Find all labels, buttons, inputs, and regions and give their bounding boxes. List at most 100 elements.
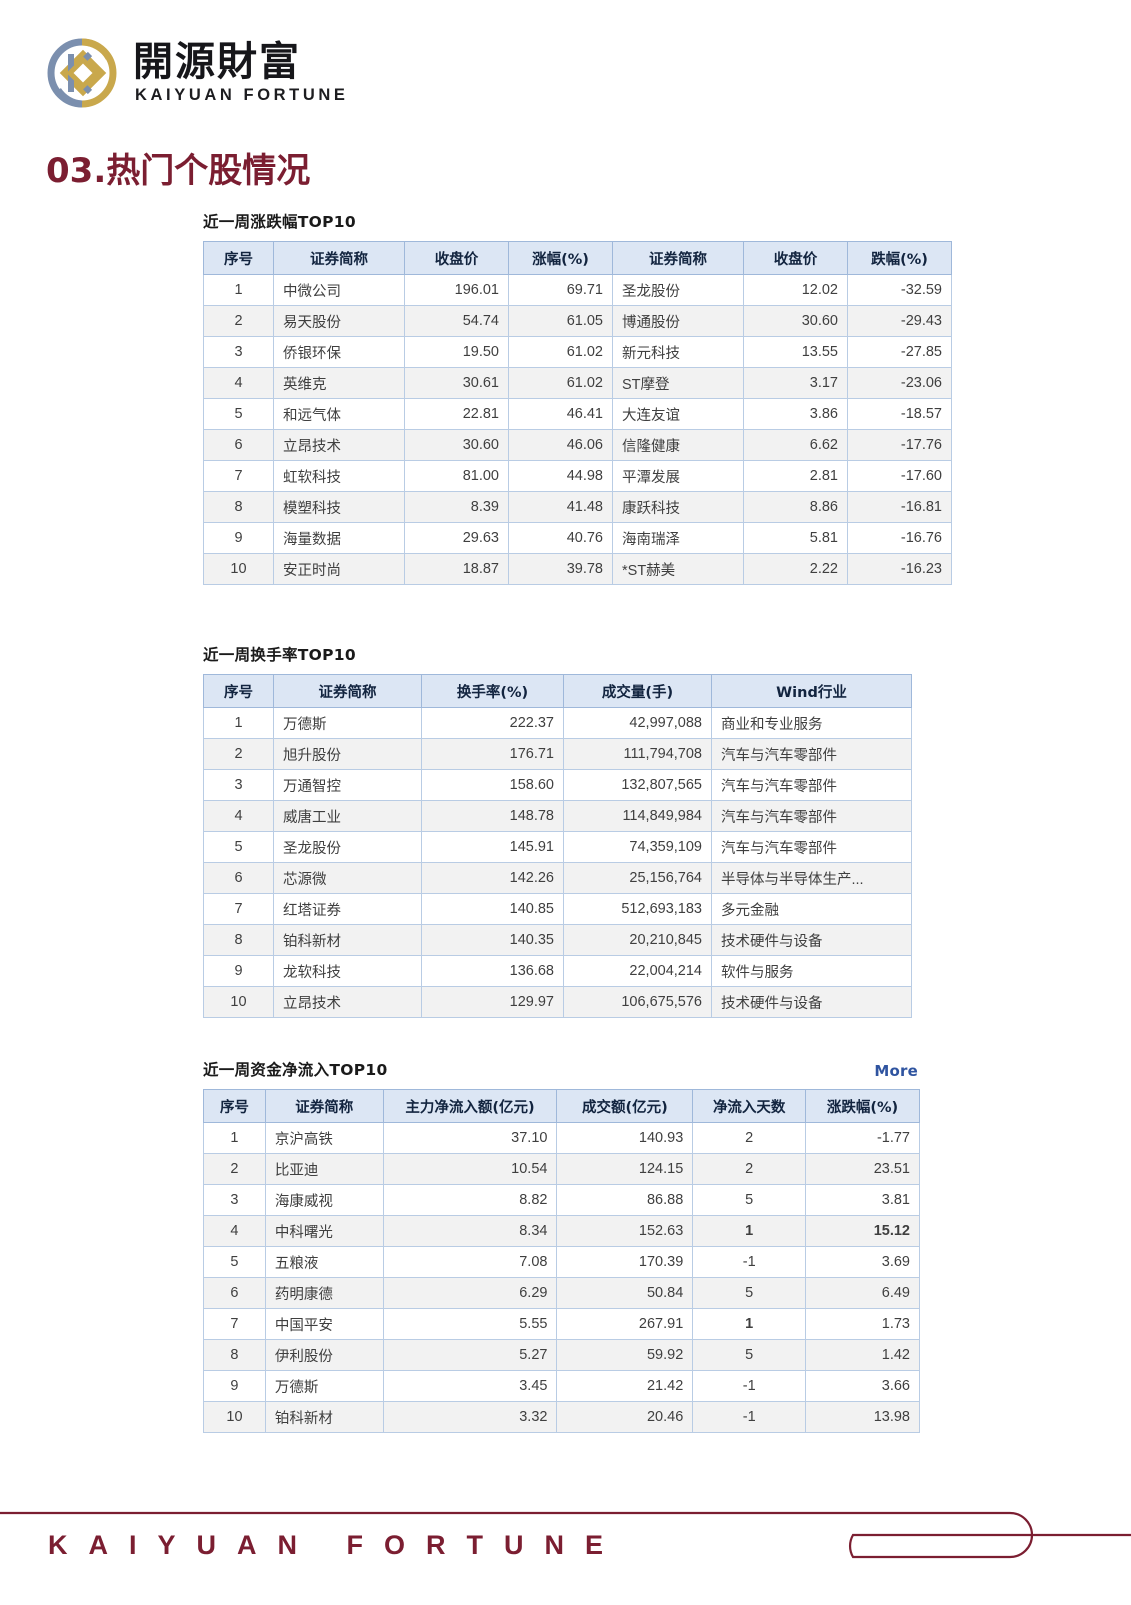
more-link[interactable]: More <box>874 1062 918 1080</box>
cell-r5-c0: 6 <box>203 1277 266 1309</box>
cell-r4-c5: 3.86 <box>743 398 848 430</box>
cell-r2-c4: 汽车与汽车零部件 <box>711 769 912 801</box>
cell-r5-c6: -17.76 <box>847 429 952 461</box>
cell-r5-c3: 46.06 <box>508 429 613 461</box>
cell-r8-c0: 9 <box>203 955 274 987</box>
cell-r2-c0: 3 <box>203 336 274 368</box>
table-row: 5 五粮液 7.08 170.39 -1 3.69 <box>203 1246 920 1278</box>
table-row: 8 伊利股份 5.27 59.92 5 1.42 <box>203 1339 920 1371</box>
column-header-5: 涨跌幅(%) <box>805 1089 920 1123</box>
cell-r7-c3: 59.92 <box>556 1339 694 1371</box>
cell-r5-c4: 5 <box>692 1277 807 1309</box>
cell-r8-c5: 3.66 <box>805 1370 920 1402</box>
cell-r0-c2: 196.01 <box>404 274 509 306</box>
cell-r2-c0: 3 <box>203 1184 266 1216</box>
cell-r0-c1: 京沪高铁 <box>264 1122 384 1154</box>
cell-r4-c6: -18.57 <box>847 398 952 430</box>
cell-r9-c2: 18.87 <box>404 553 509 585</box>
cell-r6-c5: 1.73 <box>805 1308 920 1340</box>
cell-r6-c0: 7 <box>203 460 274 492</box>
cell-r9-c3: 106,675,576 <box>563 986 712 1018</box>
table-row: 6 药明康德 6.29 50.84 5 6.49 <box>203 1277 920 1309</box>
table-row: 2 旭升股份 176.71 111,794,708 汽车与汽车零部件 <box>203 738 912 770</box>
cell-r7-c3: 41.48 <box>508 491 613 523</box>
cell-r9-c5: 2.22 <box>743 553 848 585</box>
column-header-1: 证券简称 <box>264 1089 384 1123</box>
cell-r2-c3: 61.02 <box>508 336 613 368</box>
column-header-0: 序号 <box>203 1089 266 1123</box>
cell-r8-c1: 万德斯 <box>264 1370 384 1402</box>
column-header-1: 证券简称 <box>273 674 422 708</box>
column-header-0: 序号 <box>203 241 274 275</box>
cell-r4-c4: -1 <box>692 1246 807 1278</box>
cell-r4-c1: 和远气体 <box>273 398 405 430</box>
table-row: 10 安正时尚 18.87 39.78 *ST赫美 2.22 -16.23 <box>203 553 952 585</box>
table-row: 8 模塑科技 8.39 41.48 康跃科技 8.86 -16.81 <box>203 491 952 523</box>
cell-r7-c0: 8 <box>203 924 274 956</box>
table-row: 6 立昂技术 30.60 46.06 信隆健康 6.62 -17.76 <box>203 429 952 461</box>
cell-r5-c2: 142.26 <box>421 862 564 894</box>
cell-r5-c2: 6.29 <box>382 1277 558 1309</box>
page-title: 03.热门个股情况 <box>46 151 311 191</box>
cell-r5-c1: 芯源微 <box>273 862 422 894</box>
cell-r3-c2: 30.61 <box>404 367 509 399</box>
cell-r4-c1: 圣龙股份 <box>273 831 422 863</box>
table-row: 6 芯源微 142.26 25,156,764 半导体与半导体生产... <box>203 862 912 894</box>
cell-r7-c6: -16.81 <box>847 491 952 523</box>
cell-r4-c1: 五粮液 <box>264 1246 384 1278</box>
cell-r0-c4: 商业和专业服务 <box>711 707 912 739</box>
cell-r3-c0: 4 <box>203 800 274 832</box>
cell-r7-c2: 5.27 <box>382 1339 558 1371</box>
cell-r0-c2: 37.10 <box>382 1122 558 1154</box>
column-header-6: 跌幅(%) <box>847 241 952 275</box>
cell-r1-c5: 30.60 <box>743 305 848 337</box>
table-net-inflow: 序号 证券简称 主力净流入额(亿元) 成交额(亿元) 净流入天数 涨跌幅(%) 1 京沪高铁… <box>203 1089 920 1433</box>
cell-r6-c4: 平潭发展 <box>612 460 744 492</box>
table-gainers-losers: 序号 证券简称 收盘价 涨幅(%) 证券简称 收盘价 跌幅(%) 1 中微公司 196.01 69… <box>203 241 952 585</box>
column-header-2: 主力净流入额(亿元) <box>382 1089 558 1123</box>
cell-r1-c0: 2 <box>203 305 274 337</box>
table-row: 9 海量数据 29.63 40.76 海南瑞泽 5.81 -16.76 <box>203 522 952 554</box>
cell-r8-c2: 136.68 <box>421 955 564 987</box>
cell-r7-c3: 20,210,845 <box>563 924 712 956</box>
cell-r9-c5: 13.98 <box>805 1401 920 1433</box>
cell-r6-c1: 虹软科技 <box>273 460 405 492</box>
cell-r6-c3: 512,693,183 <box>563 893 712 925</box>
cell-r7-c0: 8 <box>203 491 274 523</box>
cell-r4-c3: 46.41 <box>508 398 613 430</box>
cell-r9-c2: 129.97 <box>421 986 564 1018</box>
cell-r4-c2: 7.08 <box>382 1246 558 1278</box>
cell-r6-c6: -17.60 <box>847 460 952 492</box>
cell-r6-c3: 267.91 <box>556 1308 694 1340</box>
cell-r9-c1: 安正时尚 <box>273 553 405 585</box>
cell-r1-c4: 汽车与汽车零部件 <box>711 738 912 770</box>
cell-r7-c5: 1.42 <box>805 1339 920 1371</box>
cell-r7-c1: 模塑科技 <box>273 491 405 523</box>
cell-r2-c3: 132,807,565 <box>563 769 712 801</box>
table-row: 4 威唐工业 148.78 114,849,984 汽车与汽车零部件 <box>203 800 912 832</box>
cell-r2-c1: 万通智控 <box>273 769 422 801</box>
cell-r0-c6: -32.59 <box>847 274 952 306</box>
footer-wordmark: KAIYUAN FORTUNE <box>48 1530 624 1560</box>
cell-r8-c0: 9 <box>203 1370 266 1402</box>
cell-r6-c1: 中国平安 <box>264 1308 384 1340</box>
table-row: 4 英维克 30.61 61.02 ST摩登 3.17 -23.06 <box>203 367 952 399</box>
cell-r9-c0: 10 <box>203 553 274 585</box>
cell-r4-c3: 74,359,109 <box>563 831 712 863</box>
cell-r8-c4: 海南瑞泽 <box>612 522 744 554</box>
cell-r0-c5: 12.02 <box>743 274 848 306</box>
cell-r7-c1: 铂科新材 <box>273 924 422 956</box>
footer-ribbon-icon <box>0 1511 1131 1559</box>
column-header-2: 换手率(%) <box>421 674 564 708</box>
cell-r2-c2: 19.50 <box>404 336 509 368</box>
column-header-2: 收盘价 <box>404 241 509 275</box>
cell-r8-c6: -16.76 <box>847 522 952 554</box>
table-row: 2 比亚迪 10.54 124.15 2 23.51 <box>203 1153 920 1185</box>
column-header-3: 成交额(亿元) <box>556 1089 694 1123</box>
table-header-row: 序号 证券简称 收盘价 涨幅(%) 证券简称 收盘价 跌幅(%) <box>203 241 952 275</box>
table-row: 7 虹软科技 81.00 44.98 平潭发展 2.81 -17.60 <box>203 460 952 492</box>
cell-r8-c3: 21.42 <box>556 1370 694 1402</box>
table-row: 9 万德斯 3.45 21.42 -1 3.66 <box>203 1370 920 1402</box>
cell-r4-c0: 5 <box>203 831 274 863</box>
cell-r8-c5: 5.81 <box>743 522 848 554</box>
